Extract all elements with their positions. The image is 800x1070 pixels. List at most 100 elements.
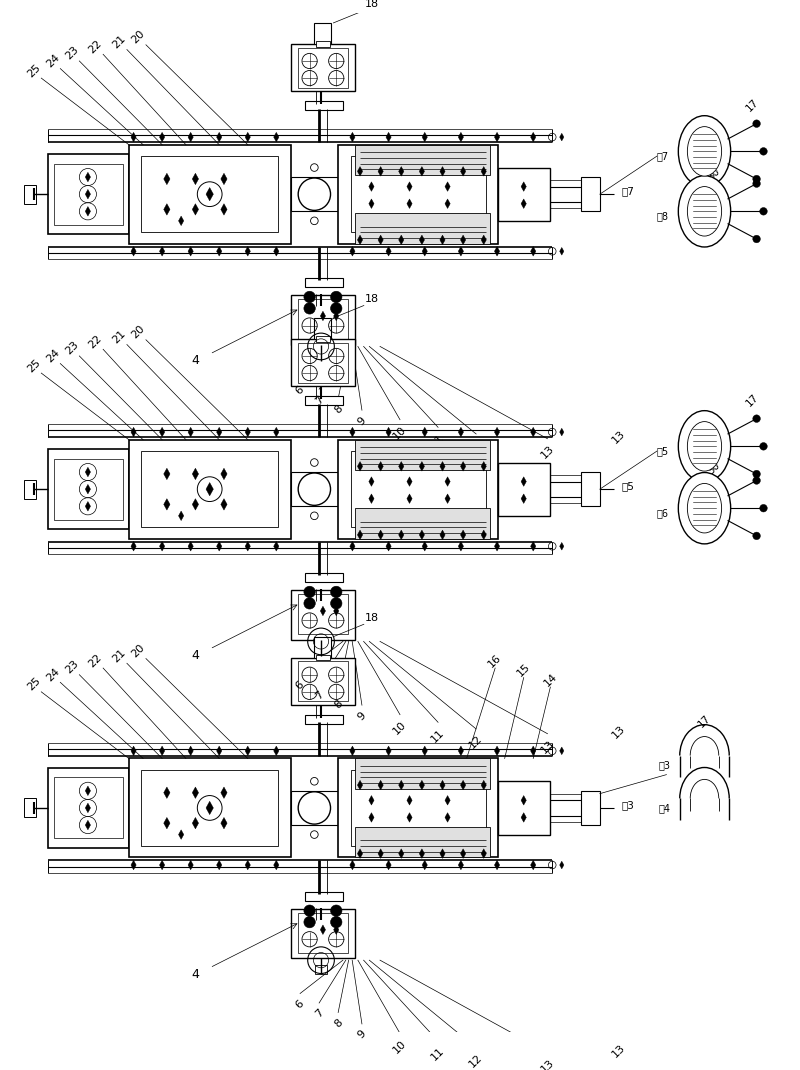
Text: 22: 22 bbox=[87, 652, 104, 669]
Polygon shape bbox=[369, 182, 374, 192]
Polygon shape bbox=[86, 172, 90, 182]
Circle shape bbox=[330, 916, 342, 928]
Bar bbox=[48, 449, 129, 530]
Text: 6: 6 bbox=[294, 384, 306, 397]
Polygon shape bbox=[274, 246, 279, 256]
Polygon shape bbox=[86, 189, 90, 199]
Polygon shape bbox=[159, 427, 165, 437]
Polygon shape bbox=[378, 235, 383, 245]
Polygon shape bbox=[159, 860, 165, 870]
Polygon shape bbox=[192, 788, 198, 798]
Circle shape bbox=[330, 598, 342, 609]
Polygon shape bbox=[521, 182, 526, 192]
Bar bbox=[305, 891, 343, 901]
Polygon shape bbox=[350, 541, 355, 551]
Text: 图7: 图7 bbox=[657, 151, 669, 162]
Polygon shape bbox=[461, 461, 466, 471]
Bar bbox=[315, 351, 326, 361]
Polygon shape bbox=[188, 427, 194, 437]
Text: 图5: 图5 bbox=[657, 446, 669, 456]
Bar bbox=[350, 452, 486, 528]
Bar bbox=[498, 168, 550, 220]
Polygon shape bbox=[481, 461, 486, 471]
Text: 21: 21 bbox=[110, 328, 128, 346]
Text: 图5: 图5 bbox=[622, 482, 635, 491]
Bar bbox=[54, 164, 123, 225]
Bar bbox=[305, 396, 343, 406]
Polygon shape bbox=[245, 246, 250, 256]
Polygon shape bbox=[419, 235, 425, 245]
Polygon shape bbox=[458, 246, 463, 256]
Circle shape bbox=[304, 586, 315, 598]
Bar bbox=[316, 655, 330, 660]
Polygon shape bbox=[440, 461, 445, 471]
Bar bbox=[129, 759, 290, 857]
Polygon shape bbox=[86, 468, 90, 477]
Polygon shape bbox=[530, 541, 536, 551]
Polygon shape bbox=[560, 134, 564, 141]
Polygon shape bbox=[369, 796, 374, 805]
Polygon shape bbox=[560, 861, 564, 869]
Text: 25: 25 bbox=[25, 357, 42, 374]
Bar bbox=[350, 770, 486, 846]
Text: 8: 8 bbox=[332, 1018, 344, 1029]
Text: 22: 22 bbox=[87, 39, 104, 56]
Bar bbox=[290, 44, 355, 91]
Polygon shape bbox=[274, 541, 279, 551]
Polygon shape bbox=[422, 246, 427, 256]
Polygon shape bbox=[131, 133, 136, 142]
Circle shape bbox=[304, 905, 315, 916]
Polygon shape bbox=[217, 746, 222, 755]
Circle shape bbox=[753, 532, 760, 539]
Bar bbox=[316, 41, 330, 47]
Polygon shape bbox=[86, 485, 90, 494]
Polygon shape bbox=[131, 746, 136, 755]
Polygon shape bbox=[164, 203, 170, 215]
Polygon shape bbox=[178, 216, 184, 226]
Text: 12: 12 bbox=[467, 734, 485, 751]
Polygon shape bbox=[192, 469, 198, 479]
Polygon shape bbox=[461, 167, 466, 177]
Text: 25: 25 bbox=[25, 62, 42, 79]
Text: 23: 23 bbox=[63, 45, 80, 62]
Polygon shape bbox=[178, 511, 184, 521]
Polygon shape bbox=[445, 182, 450, 192]
Bar bbox=[129, 440, 290, 538]
Polygon shape bbox=[445, 477, 450, 486]
Polygon shape bbox=[407, 182, 412, 192]
Ellipse shape bbox=[687, 422, 722, 471]
Circle shape bbox=[753, 175, 760, 183]
Bar bbox=[316, 336, 330, 341]
Bar bbox=[298, 48, 348, 88]
Bar bbox=[498, 781, 550, 835]
Polygon shape bbox=[221, 173, 227, 185]
Text: 13: 13 bbox=[539, 443, 556, 460]
Bar bbox=[54, 778, 123, 839]
Polygon shape bbox=[560, 747, 564, 754]
Polygon shape bbox=[530, 860, 536, 870]
Polygon shape bbox=[217, 541, 222, 551]
Circle shape bbox=[753, 235, 760, 243]
Text: 15: 15 bbox=[515, 661, 532, 678]
Text: 25: 25 bbox=[25, 675, 42, 692]
Text: 9: 9 bbox=[356, 709, 368, 722]
Text: 16: 16 bbox=[486, 652, 504, 669]
Circle shape bbox=[753, 415, 760, 423]
Polygon shape bbox=[440, 780, 445, 790]
Text: 图6: 图6 bbox=[657, 508, 669, 518]
Text: 图4: 图4 bbox=[659, 802, 671, 813]
Polygon shape bbox=[350, 427, 355, 437]
Bar bbox=[350, 156, 486, 232]
Text: 7: 7 bbox=[313, 1008, 325, 1020]
Polygon shape bbox=[407, 199, 412, 209]
Polygon shape bbox=[358, 461, 362, 471]
Polygon shape bbox=[521, 796, 526, 805]
Polygon shape bbox=[245, 860, 250, 870]
Polygon shape bbox=[320, 924, 326, 934]
Bar bbox=[298, 342, 348, 383]
Bar bbox=[355, 508, 490, 538]
Polygon shape bbox=[407, 796, 412, 805]
Polygon shape bbox=[188, 860, 194, 870]
Bar bbox=[141, 452, 278, 528]
Polygon shape bbox=[131, 541, 136, 551]
